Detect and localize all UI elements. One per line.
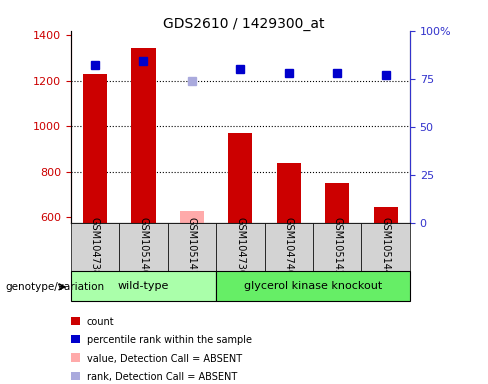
Text: glycerol kinase knockout: glycerol kinase knockout: [244, 281, 382, 291]
Bar: [71, 271, 216, 301]
Text: GSM105144: GSM105144: [381, 217, 391, 276]
Text: GSM104738: GSM104738: [90, 217, 100, 276]
Text: rank, Detection Call = ABSENT: rank, Detection Call = ABSENT: [87, 372, 237, 382]
Bar: [71, 223, 119, 271]
Text: GSM104740: GSM104740: [284, 217, 294, 276]
Bar: [131, 48, 156, 223]
Text: GSM105141: GSM105141: [187, 217, 197, 276]
Text: GSM105140: GSM105140: [139, 217, 148, 276]
Bar: [362, 223, 410, 271]
Bar: [180, 211, 204, 223]
Bar: [216, 223, 264, 271]
Text: GSM104736: GSM104736: [235, 217, 245, 276]
Bar: [168, 223, 216, 271]
Bar: [325, 184, 349, 223]
Text: wild-type: wild-type: [118, 281, 169, 291]
Bar: [313, 223, 362, 271]
Text: count: count: [87, 317, 115, 327]
Text: percentile rank within the sample: percentile rank within the sample: [87, 335, 252, 345]
Bar: [119, 223, 168, 271]
Text: GDS2610 / 1429300_at: GDS2610 / 1429300_at: [163, 17, 325, 31]
Bar: [374, 207, 398, 223]
Bar: [264, 223, 313, 271]
Text: value, Detection Call = ABSENT: value, Detection Call = ABSENT: [87, 354, 242, 364]
Bar: [228, 132, 252, 223]
Text: GSM105142: GSM105142: [332, 217, 342, 276]
Text: genotype/variation: genotype/variation: [5, 282, 104, 292]
Bar: [277, 163, 301, 223]
Bar: [83, 74, 107, 223]
Bar: [216, 271, 410, 301]
